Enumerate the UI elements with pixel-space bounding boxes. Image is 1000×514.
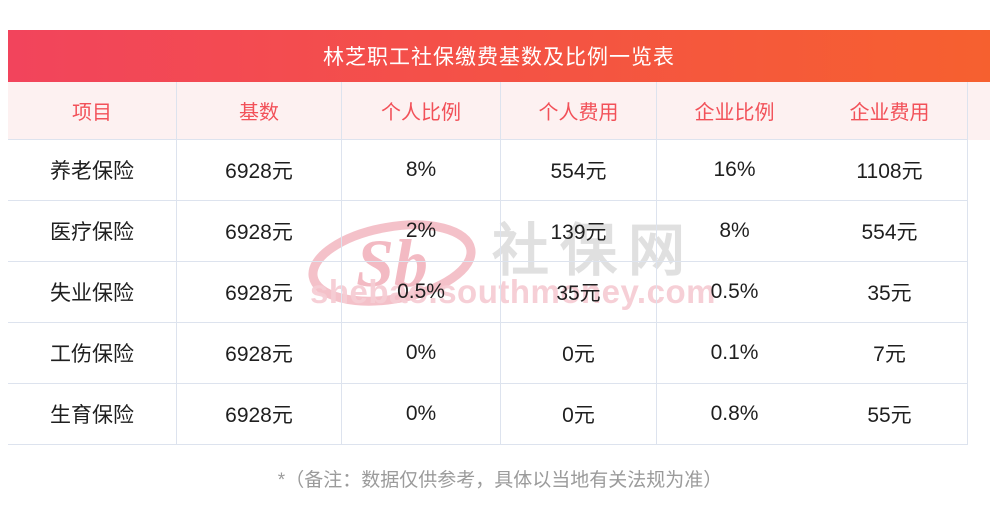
cell-value: 0.5% <box>657 262 812 323</box>
table-title: 林芝职工社保缴费基数及比例一览表 <box>8 30 990 82</box>
cell-value: 8% <box>342 140 501 201</box>
row-spacer-cell <box>968 384 990 445</box>
table-row: 失业保险 6928元 0.5% 35元 0.5% 35元 <box>8 262 990 323</box>
cell-value: 1108元 <box>812 140 968 201</box>
row-label: 医疗保险 <box>8 201 177 262</box>
cell-value: 6928元 <box>177 140 342 201</box>
cell-value: 7元 <box>812 323 968 384</box>
row-label: 工伤保险 <box>8 323 177 384</box>
cell-value: 6928元 <box>177 323 342 384</box>
cell-value: 55元 <box>812 384 968 445</box>
cell-value: 2% <box>342 201 501 262</box>
cell-value: 554元 <box>501 140 657 201</box>
table-row: 养老保险 6928元 8% 554元 16% 1108元 <box>8 140 990 201</box>
header-personal-ratio: 个人比例 <box>342 82 501 140</box>
row-spacer-cell <box>968 140 990 201</box>
cell-value: 35元 <box>812 262 968 323</box>
cell-value: 6928元 <box>177 262 342 323</box>
cell-value: 16% <box>657 140 812 201</box>
table-body: 养老保险 6928元 8% 554元 16% 1108元 医疗保险 6928元 2% 139元 8%… <box>8 140 990 445</box>
table-row: 工伤保险 6928元 0% 0元 0.1% 7元 <box>8 323 990 384</box>
cell-value: 139元 <box>501 201 657 262</box>
header-item: 项目 <box>8 82 177 140</box>
table-row: 医疗保险 6928元 2% 139元 8% 554元 <box>8 201 990 262</box>
table-header-row: 项目 基数 个人比例 个人费用 企业比例 企业费用 <box>8 82 990 140</box>
cell-value: 0.8% <box>657 384 812 445</box>
cell-value: 0元 <box>501 323 657 384</box>
header-base: 基数 <box>177 82 342 140</box>
row-spacer-cell <box>968 201 990 262</box>
cell-value: 8% <box>657 201 812 262</box>
cell-value: 6928元 <box>177 201 342 262</box>
footnote: *（备注：数据仅供参考，具体以当地有关法规为准） <box>277 470 723 491</box>
row-spacer-cell <box>968 323 990 384</box>
header-company-ratio: 企业比例 <box>657 82 812 140</box>
header-spacer-cell <box>968 82 990 140</box>
cell-value: 554元 <box>812 201 968 262</box>
header-company-fee: 企业费用 <box>812 82 968 140</box>
cell-value: 0% <box>342 384 501 445</box>
social-insurance-table: 林芝职工社保缴费基数及比例一览表 项目 基数 个人比例 个人费用 企业比例 企业… <box>8 30 990 445</box>
cell-value: 0% <box>342 323 501 384</box>
row-label: 失业保险 <box>8 262 177 323</box>
cell-value: 6928元 <box>177 384 342 445</box>
table-row: 生育保险 6928元 0% 0元 0.8% 55元 <box>8 384 990 445</box>
row-label: 养老保险 <box>8 140 177 201</box>
cell-value: 0.5% <box>342 262 501 323</box>
header-personal-fee: 个人费用 <box>501 82 657 140</box>
row-spacer-cell <box>968 262 990 323</box>
cell-value: 0元 <box>501 384 657 445</box>
cell-value: 35元 <box>501 262 657 323</box>
cell-value: 0.1% <box>657 323 812 384</box>
row-label: 生育保险 <box>8 384 177 445</box>
